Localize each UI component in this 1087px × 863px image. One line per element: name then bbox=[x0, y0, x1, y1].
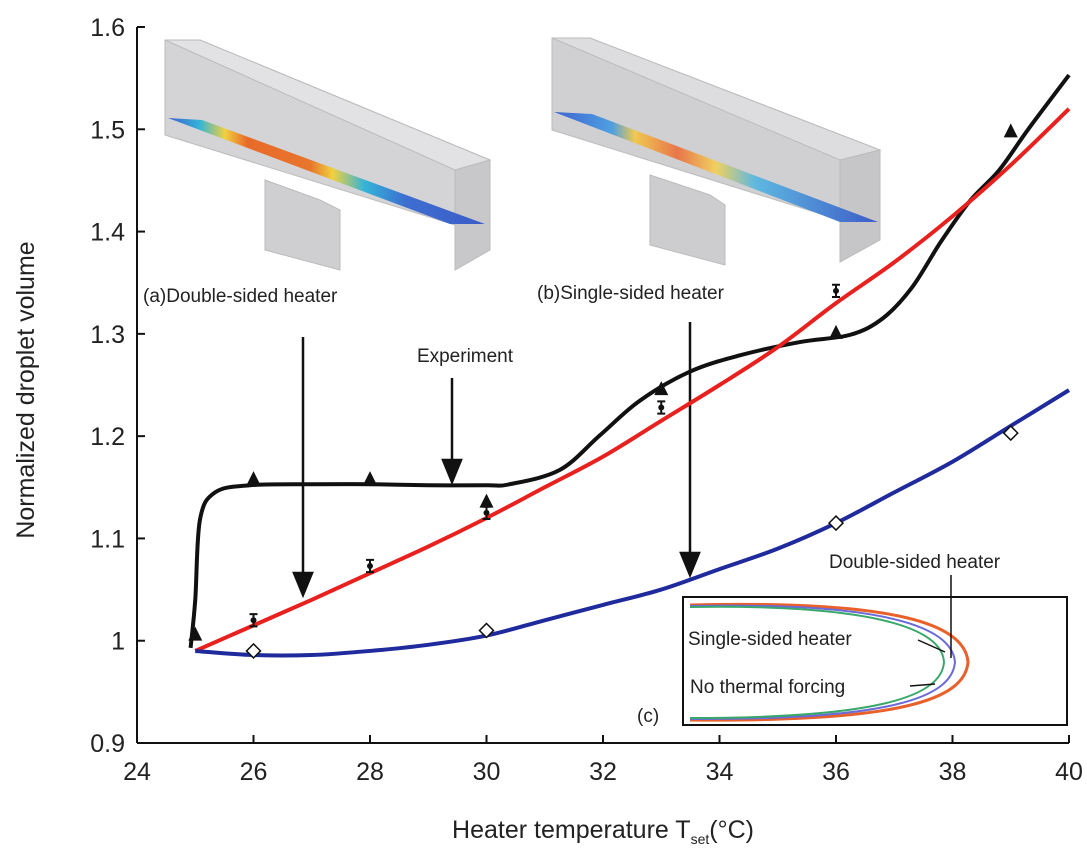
triangle-marker bbox=[829, 325, 843, 339]
annotation: (c) bbox=[637, 706, 659, 727]
y-tick-label: 1.3 bbox=[90, 321, 125, 349]
y-tick-label: 1.4 bbox=[90, 219, 125, 247]
x-tick-label: 38 bbox=[939, 758, 967, 786]
annotation: Single-sided heater bbox=[688, 629, 852, 650]
triangle-marker bbox=[363, 471, 377, 485]
x-axis-title: Heater temperature Tset(°C) bbox=[452, 816, 754, 847]
x-axis-title-text: Heater temperature T bbox=[452, 816, 691, 844]
x-axis-title-subscript: set bbox=[691, 831, 710, 847]
inset-b bbox=[552, 38, 880, 265]
x-axis-title-unit: (°C) bbox=[709, 816, 754, 844]
chart: Normalized droplet volume Heater tempera… bbox=[0, 0, 1087, 858]
triangle-marker bbox=[1004, 123, 1018, 137]
annotation: Double-sided heater bbox=[829, 552, 1001, 573]
y-tick-label: 1.5 bbox=[90, 116, 125, 144]
y-axis-title: Normalized droplet volume bbox=[12, 241, 40, 538]
triangle-marker bbox=[480, 494, 494, 508]
x-tick-label: 34 bbox=[706, 758, 734, 786]
x-tick-label: 32 bbox=[589, 758, 617, 786]
annotation: (b)Single-sided heater bbox=[537, 283, 725, 304]
annotation: (a)Double-sided heater bbox=[143, 286, 338, 307]
y-tick-label: 1.1 bbox=[90, 525, 125, 553]
x-tick-label: 24 bbox=[123, 758, 151, 786]
point-marker bbox=[833, 288, 839, 294]
inset-a bbox=[165, 40, 490, 270]
point-marker bbox=[484, 510, 490, 516]
x-tick-label: 26 bbox=[240, 758, 268, 786]
y-tick-label: 1.2 bbox=[90, 423, 125, 451]
annotation: No thermal forcing bbox=[690, 677, 845, 698]
triangle-marker bbox=[247, 471, 261, 485]
inset-c bbox=[683, 597, 1067, 725]
point-marker bbox=[367, 563, 373, 569]
point-marker bbox=[658, 405, 664, 411]
x-tick-label: 40 bbox=[1055, 758, 1083, 786]
y-tick-label: 1.6 bbox=[90, 14, 125, 42]
x-tick-label: 36 bbox=[822, 758, 850, 786]
annotation: Experiment bbox=[417, 346, 514, 367]
point-marker bbox=[251, 617, 257, 623]
x-tick-label: 28 bbox=[356, 758, 384, 786]
diamond-marker bbox=[829, 516, 843, 530]
x-tick-label: 30 bbox=[473, 758, 501, 786]
y-tick-label: 0.9 bbox=[90, 730, 125, 758]
y-tick-label: 1 bbox=[111, 628, 125, 656]
